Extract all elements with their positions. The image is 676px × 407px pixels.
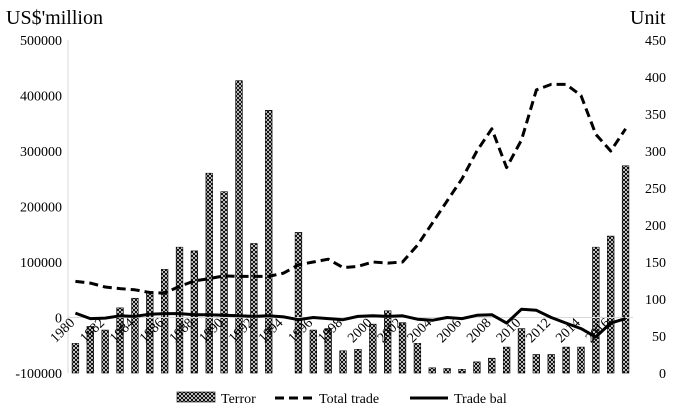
- trade-bal-line: [74, 307, 627, 339]
- terror-bar: [398, 322, 407, 374]
- terror-bar: [562, 346, 570, 374]
- legend-swatch-terror: [176, 391, 216, 403]
- terror-bar: [607, 235, 615, 374]
- terror-bar: [502, 346, 511, 374]
- terror-bar: [294, 232, 303, 374]
- terror-bar: [473, 361, 481, 374]
- right-tick-label: 400: [645, 71, 666, 86]
- terror-bar: [577, 346, 585, 374]
- legend-label: Terror: [221, 392, 256, 407]
- terror-bar: [71, 343, 80, 374]
- terror-bar: [131, 297, 139, 374]
- terror-bar: [384, 310, 392, 374]
- left-axis-ticks: -100000 0 100000 200000 300000 400000 500000: [15, 34, 62, 382]
- right-axis-ticks: 0 50 100 150 200 250 300 350 400 450: [645, 34, 666, 382]
- right-tick-label: 250: [645, 182, 666, 197]
- terror-bar: [160, 269, 169, 374]
- right-tick-label: 300: [645, 145, 666, 160]
- right-axis-unit: Unit: [630, 7, 666, 29]
- trade-lines: [74, 82, 627, 339]
- terror-bar: [190, 250, 199, 374]
- terror-bar: [116, 307, 124, 374]
- terror-bar: [532, 354, 541, 374]
- terror-bar: [369, 323, 377, 374]
- terror-bar: [309, 329, 317, 374]
- terror-bar: [428, 367, 436, 374]
- legend-label: Total trade: [319, 392, 379, 407]
- right-tick-label: 200: [645, 219, 666, 234]
- terror-bar: [220, 191, 228, 374]
- terror-bars: [71, 80, 630, 374]
- left-tick-label: 200000: [20, 201, 62, 216]
- left-tick-label: 300000: [20, 145, 62, 160]
- terror-bar: [86, 326, 94, 374]
- terror-bar: [621, 165, 630, 374]
- terror-bar: [413, 343, 422, 374]
- x-tick-label: 2008: [464, 316, 494, 346]
- right-tick-label: 350: [645, 108, 666, 123]
- left-tick-label: 100000: [20, 256, 62, 271]
- terror-bar: [265, 110, 273, 374]
- left-tick-label: 0: [55, 312, 62, 327]
- terror-bar: [235, 80, 243, 374]
- right-tick-label: 50: [652, 330, 666, 345]
- right-tick-label: 0: [659, 367, 666, 382]
- terror-bar: [175, 246, 184, 374]
- terror-bar: [517, 328, 526, 374]
- terror-bar: [547, 354, 555, 374]
- left-axis-unit: US$'million: [6, 7, 103, 29]
- right-tick-label: 450: [645, 34, 666, 49]
- x-tick-label: 1980: [48, 316, 78, 346]
- left-tick-label: 400000: [20, 90, 62, 105]
- terror-bar: [592, 246, 600, 374]
- left-tick-label: 500000: [20, 34, 62, 49]
- terror-bar: [250, 243, 258, 374]
- x-tick-label: 2012: [524, 316, 554, 346]
- terror-bar: [458, 368, 466, 374]
- terror-bar: [101, 329, 109, 374]
- left-tick-label: -100000: [15, 367, 62, 382]
- total-trade-line: [75, 82, 627, 295]
- legend: Terror Total trade Trade bal: [176, 391, 507, 407]
- legend-label: Trade bal: [454, 392, 507, 407]
- terror-bar: [205, 172, 213, 374]
- terror-bar: [488, 357, 496, 374]
- terror-bar: [339, 350, 347, 374]
- terror-bar: [354, 349, 362, 374]
- right-tick-label: 150: [645, 256, 666, 271]
- terror-bar: [324, 328, 332, 374]
- terror-bar: [443, 368, 451, 374]
- right-tick-label: 100: [645, 293, 666, 308]
